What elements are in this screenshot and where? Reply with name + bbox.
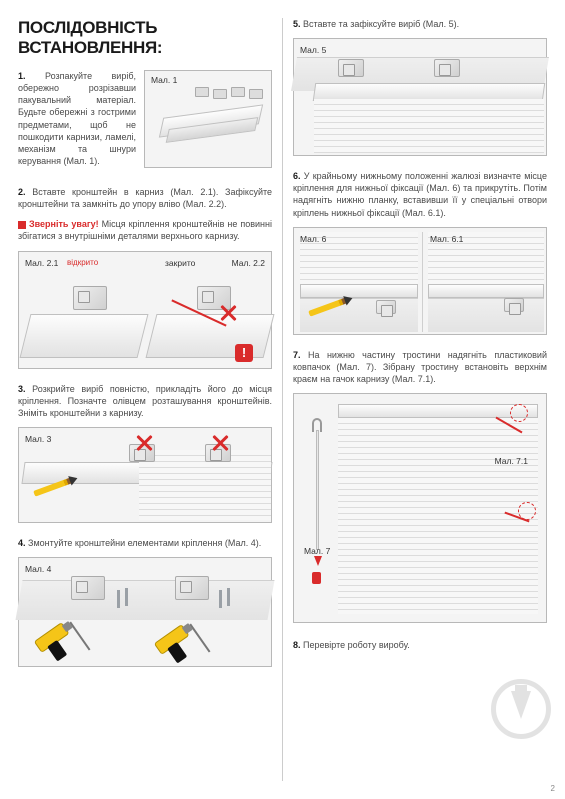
figure-7: Мал. 7 Мал. 7.1 — [293, 393, 547, 623]
step-5: 5. Вставте та зафіксуйте виріб (Мал. 5). — [293, 18, 547, 30]
step-2-warning: Зверніть увагу! Зверніть увагу! Місця кр… — [18, 218, 272, 242]
figure-7-1-label: Мал. 7.1 — [495, 456, 528, 466]
step-2: 2. Вставте кронштейн в карниз (Мал. 2.1)… — [18, 186, 272, 210]
step-2-text: Вставте кронштейн в карниз (Мал. 2.1). З… — [18, 187, 272, 209]
figure-1-scene — [145, 71, 271, 167]
step-6-num: 6. — [293, 171, 301, 181]
column-divider — [282, 18, 283, 781]
step-7-num: 7. — [293, 350, 301, 360]
warning-icon — [18, 221, 26, 229]
figure-6-label: Мал. 6 — [300, 234, 326, 244]
figure-7-scene — [294, 394, 546, 622]
step-2-num: 2. — [18, 187, 26, 197]
page-title: ПОСЛІДОВНІСТЬ ВСТАНОВЛЕННЯ: — [18, 18, 272, 58]
step-1-text: Розпакуйте виріб, обережно розрізавши па… — [18, 71, 136, 166]
step-7: 7. На нижню частину тростини надягніть п… — [293, 349, 547, 385]
step-1-num: 1. — [18, 71, 26, 81]
figure-6-scene — [294, 228, 546, 334]
figure-5: Мал. 5 — [293, 38, 547, 156]
figure-3-scene — [19, 428, 271, 522]
step-1: 1. Розпакуйте виріб, обережно розрізавши… — [18, 70, 136, 167]
step-3-num: 3. — [18, 384, 26, 394]
figure-2-2-label: Мал. 2.2 — [232, 258, 265, 268]
figure-3-label: Мал. 3 — [25, 434, 51, 444]
drill-icon — [150, 612, 209, 670]
figure-2-closed-label: закрито — [165, 258, 195, 268]
figure-7-label: Мал. 7 — [304, 546, 330, 556]
right-column: 5. Вставте та зафіксуйте виріб (Мал. 5).… — [293, 18, 547, 781]
figure-2-1-label: Мал. 2.1 — [25, 258, 58, 268]
step-6-text: У крайньому нижньому положенні жалюзі ви… — [293, 171, 547, 217]
step-8-num: 8. — [293, 640, 301, 650]
step-3-text: Розкрийте виріб повністю, прикладіть йог… — [18, 384, 272, 418]
step-7-text: На нижню частину тростини надягніть плас… — [293, 350, 547, 384]
step-4-num: 4. — [18, 538, 26, 548]
step-3: 3. Розкрийте виріб повністю, прикладіть … — [18, 383, 272, 419]
step-1-row: 1. Розпакуйте виріб, обережно розрізавши… — [18, 70, 272, 182]
figure-4: Мал. 4 — [18, 557, 272, 667]
step-4-text: Змонтуйте кронштейни елементами кріпленн… — [28, 538, 261, 548]
figure-2-scene: ! — [19, 252, 271, 368]
figure-5-scene — [294, 39, 546, 155]
step-5-num: 5. — [293, 19, 301, 29]
figure-6: Мал. 6 Мал. 6.1 — [293, 227, 547, 335]
step-4: 4. Змонтуйте кронштейни елементами кріпл… — [18, 537, 272, 549]
alert-icon: ! — [235, 344, 253, 362]
step-6: 6. У крайньому нижньому положенні жалюзі… — [293, 170, 547, 219]
page-number: 2 — [551, 784, 555, 793]
figure-4-scene — [19, 558, 271, 666]
page: ПОСЛІДОВНІСТЬ ВСТАНОВЛЕННЯ: 1. Розпакуйт… — [0, 0, 565, 799]
watermark-icon — [491, 679, 551, 739]
figure-4-label: Мал. 4 — [25, 564, 51, 574]
figure-1: Мал. 1 — [144, 70, 272, 168]
figure-5-label: Мал. 5 — [300, 45, 326, 55]
step-8-text: Перевірте роботу виробу. — [303, 640, 410, 650]
figure-2-open-label: відкрито — [67, 258, 98, 267]
figure-3: Мал. 3 — [18, 427, 272, 523]
step-8: 8. Перевірте роботу виробу. — [293, 639, 547, 651]
left-column: ПОСЛІДОВНІСТЬ ВСТАНОВЛЕННЯ: 1. Розпакуйт… — [18, 18, 272, 781]
step-5-text: Вставте та зафіксуйте виріб (Мал. 5). — [303, 19, 459, 29]
figure-2: Мал. 2.1 відкрито закрито Мал. 2.2 ! — [18, 251, 272, 369]
figure-1-label: Мал. 1 — [151, 75, 177, 85]
figure-6-1-label: Мал. 6.1 — [430, 234, 463, 244]
